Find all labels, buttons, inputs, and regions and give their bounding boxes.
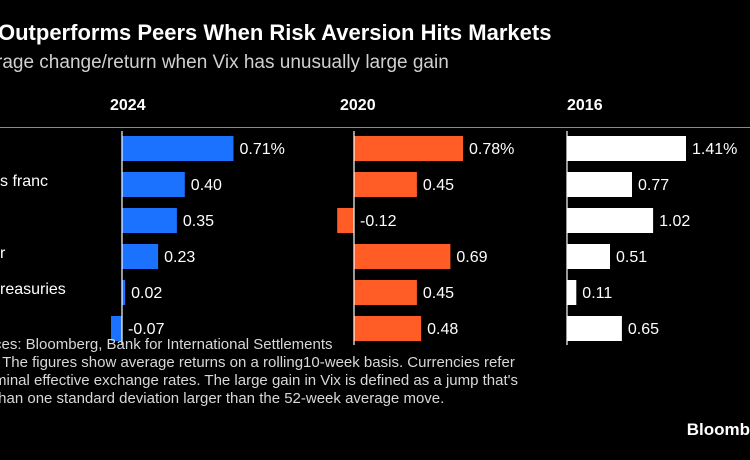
bar-2020-2 bbox=[354, 172, 417, 197]
value-label-2020-5: 0.45 bbox=[423, 285, 454, 302]
value-label-2016-6: 0.65 bbox=[628, 321, 659, 338]
bar-2024-3 bbox=[122, 208, 177, 233]
value-label-2020-3: -0.12 bbox=[360, 213, 397, 230]
source-note: ces: Bloomberg, Bank for International S… bbox=[0, 336, 333, 353]
bar-2016-4 bbox=[567, 244, 610, 269]
value-label-2020-2: 0.45 bbox=[423, 177, 454, 194]
value-label-2016-2: 0.77 bbox=[638, 177, 669, 194]
year-header-2024: 2024 bbox=[110, 97, 146, 114]
value-label-2016-4: 0.51 bbox=[616, 249, 647, 266]
note-line-1: : The figures show average returns on a … bbox=[0, 354, 515, 371]
bar-2016-1 bbox=[567, 136, 686, 161]
bar-2020-6 bbox=[354, 316, 422, 341]
header-rule bbox=[0, 127, 750, 128]
value-label-2024-4: 0.23 bbox=[164, 249, 195, 266]
year-header-2020: 2020 bbox=[340, 97, 376, 114]
bar-2024-5 bbox=[122, 280, 126, 305]
bar-2016-3 bbox=[567, 208, 654, 233]
year-header-2016: 2016 bbox=[567, 97, 603, 114]
row-label-2: s franc bbox=[0, 173, 49, 190]
chart-title: Outperforms Peers When Risk Aversion Hit… bbox=[0, 20, 552, 45]
row-label-4: r bbox=[0, 245, 6, 262]
value-label-2024-3: 0.35 bbox=[183, 213, 214, 230]
value-label-2020-6: 0.48 bbox=[427, 321, 458, 338]
value-label-2016-1: 1.41% bbox=[692, 141, 737, 158]
value-label-2024-6: -0.07 bbox=[128, 321, 165, 338]
row-label-5: reasuries bbox=[0, 281, 66, 298]
bar-2024-1 bbox=[122, 136, 234, 161]
value-label-2024-2: 0.40 bbox=[191, 177, 222, 194]
bar-2024-4 bbox=[122, 244, 159, 269]
bar-2020-4 bbox=[354, 244, 451, 269]
note-line-3: than one standard deviation larger than … bbox=[0, 390, 445, 407]
bar-2016-2 bbox=[567, 172, 632, 197]
bar-2016-5 bbox=[567, 280, 577, 305]
value-label-2016-3: 1.02 bbox=[659, 213, 690, 230]
bar-2024-6 bbox=[111, 316, 122, 341]
bar-2016-6 bbox=[567, 316, 622, 341]
bar-2020-5 bbox=[354, 280, 417, 305]
value-label-2024-1: 0.71% bbox=[240, 141, 285, 158]
note-line-2: minal effective exchange rates. The larg… bbox=[0, 372, 519, 389]
chart-subtitle: rage change/return when Vix has unusuall… bbox=[0, 52, 449, 73]
value-label-2024-5: 0.02 bbox=[131, 285, 162, 302]
value-label-2020-1: 0.78% bbox=[469, 141, 514, 158]
notes-block: ces: Bloomberg, Bank for International S… bbox=[0, 336, 518, 408]
bar-2020-3 bbox=[337, 208, 354, 233]
bar-2020-1 bbox=[354, 136, 463, 161]
value-label-2016-5: 0.11 bbox=[582, 285, 612, 302]
value-label-2020-4: 0.69 bbox=[456, 249, 487, 266]
bar-2024-2 bbox=[122, 172, 185, 197]
bloomberg-logo: Bloomb bbox=[686, 420, 750, 439]
